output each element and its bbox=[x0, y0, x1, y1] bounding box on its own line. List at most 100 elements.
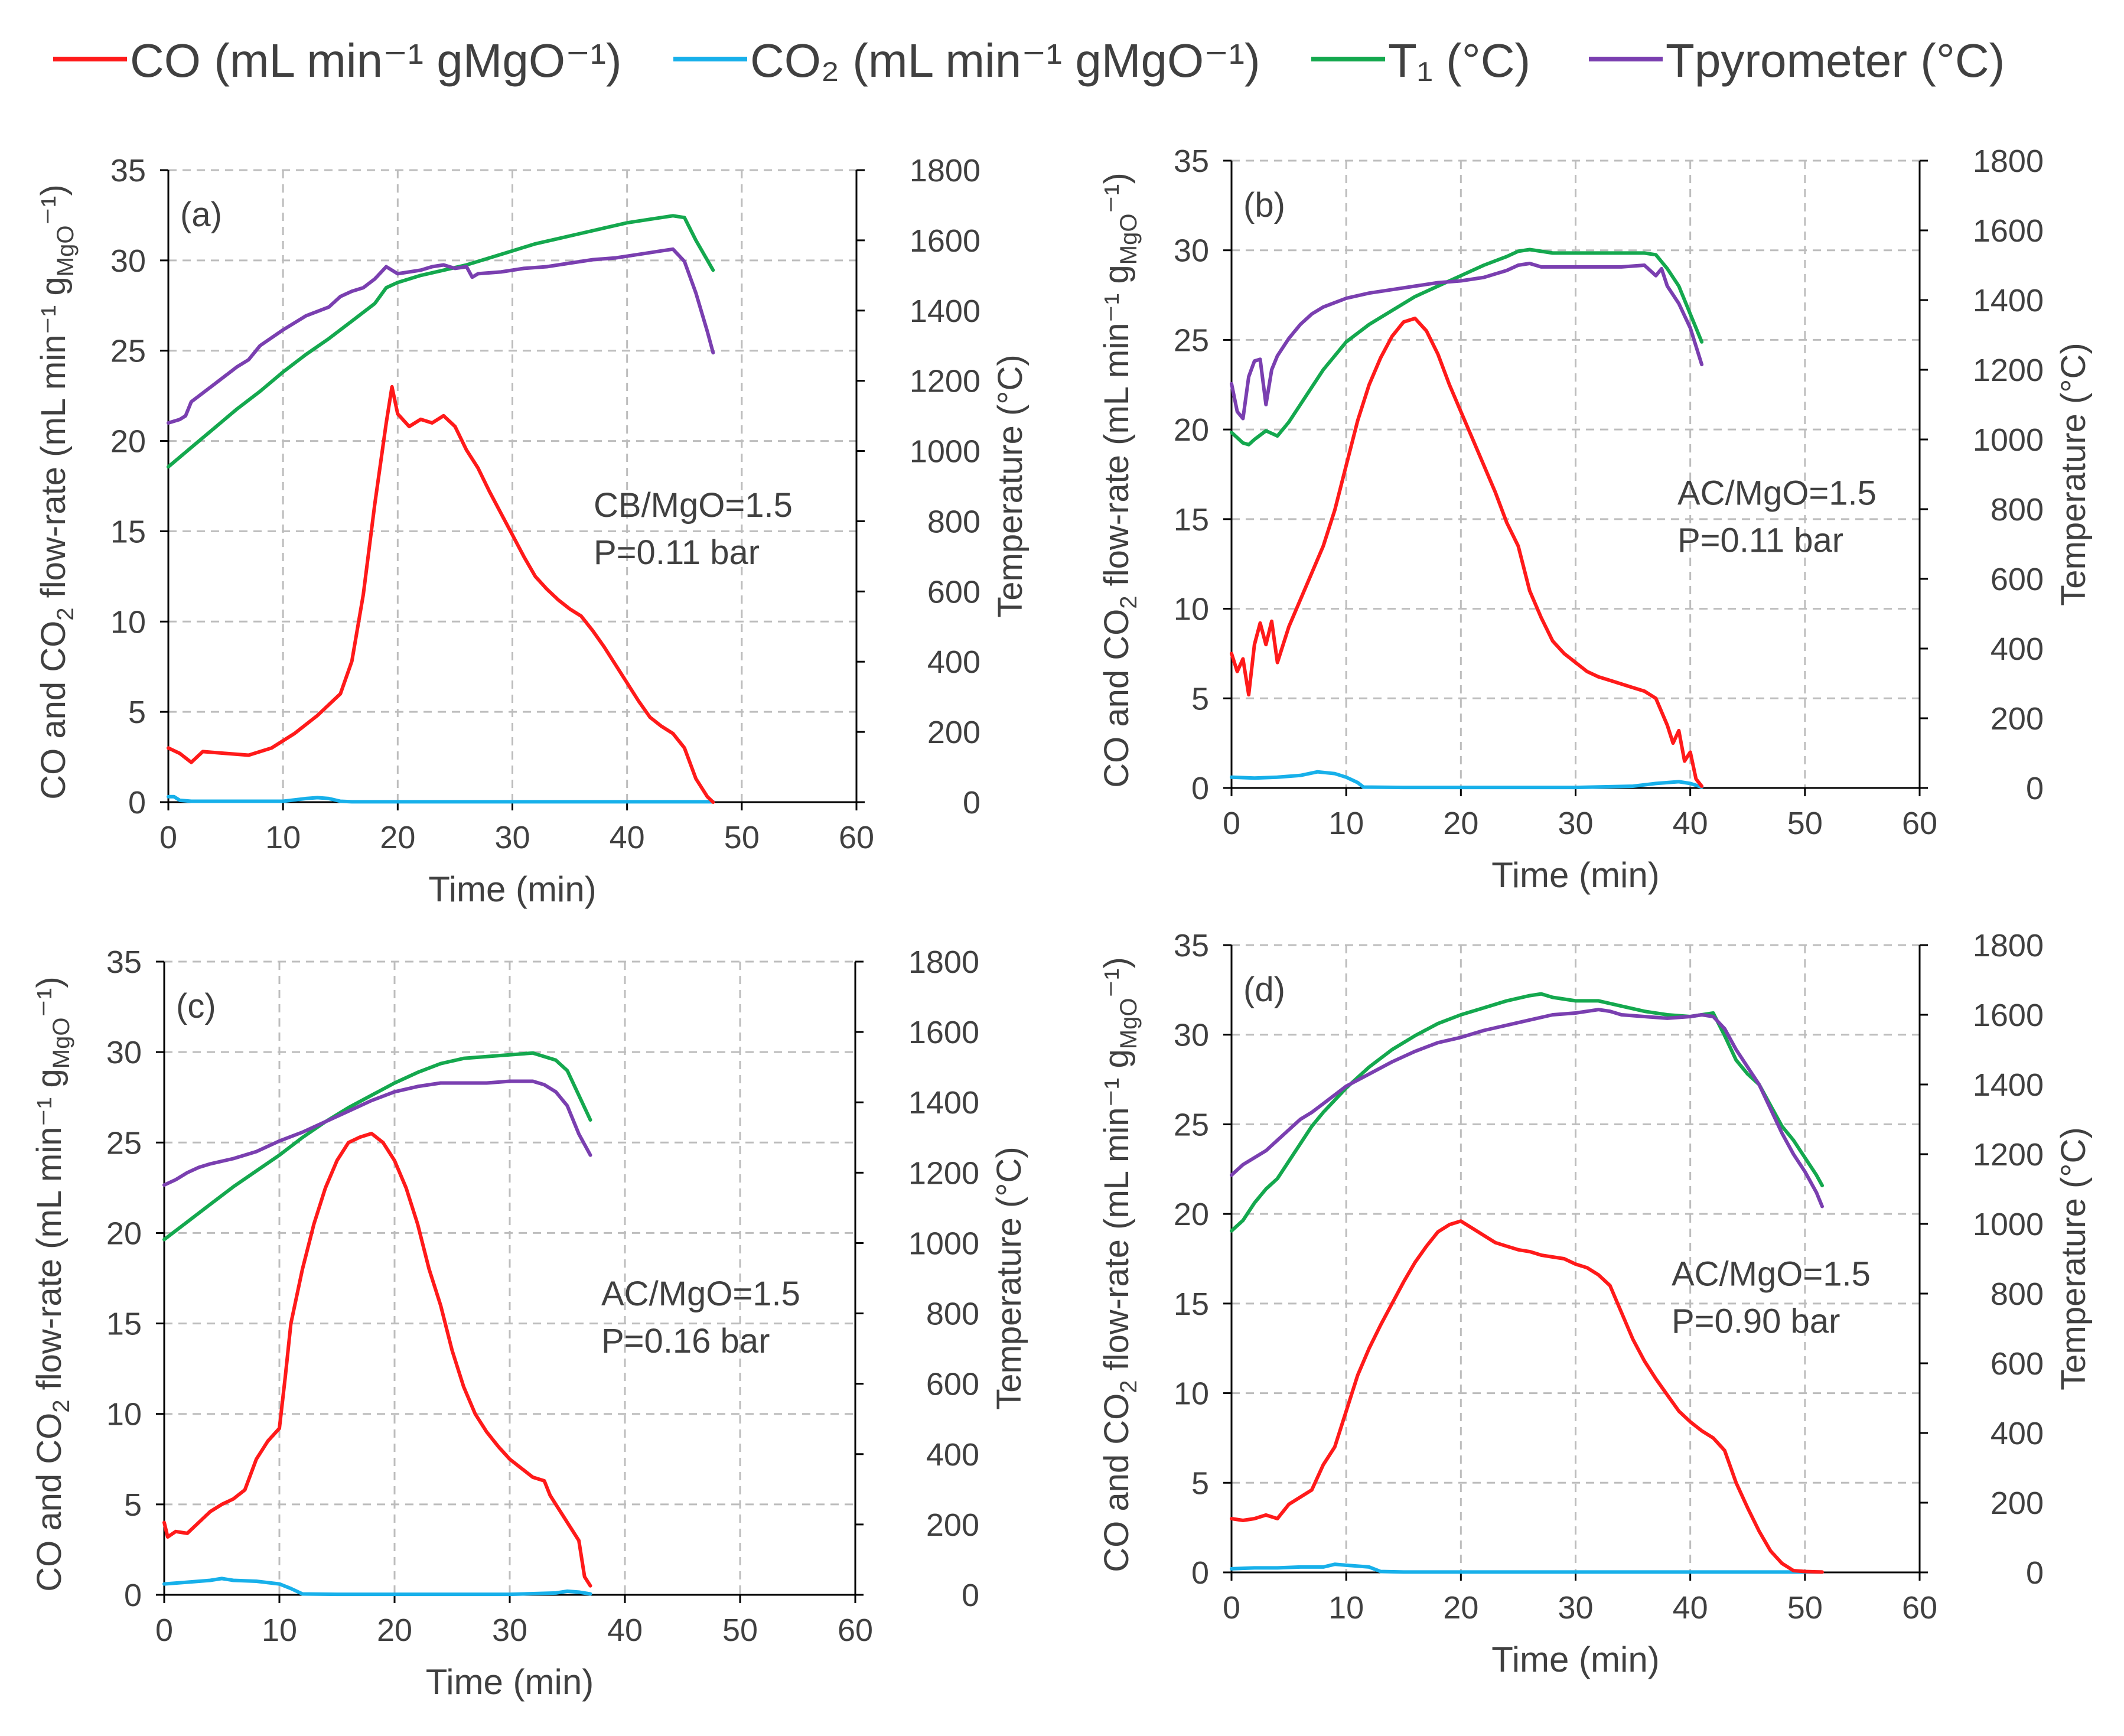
y-axis-title-part: ⁻¹) bbox=[1097, 172, 1136, 213]
y2-tick-label: 800 bbox=[926, 1297, 979, 1332]
x-tick-label: 10 bbox=[265, 820, 301, 855]
y2-tick-label: 1000 bbox=[908, 1226, 979, 1261]
y2-tick-label: 0 bbox=[962, 1578, 979, 1613]
y2-tick-label: 600 bbox=[1991, 1346, 2044, 1382]
x-tick-label: 60 bbox=[838, 1613, 873, 1648]
y2-tick-label: 1200 bbox=[1973, 1137, 2044, 1172]
x-axis-title: Time (min) bbox=[426, 1662, 594, 1702]
y-tick-label: 5 bbox=[124, 1487, 142, 1523]
y2-tick-label: 200 bbox=[927, 715, 980, 750]
condition-annotation: P=0.11 bar bbox=[1677, 522, 1843, 560]
y-axis-title: CO and CO2 flow-rate (mL min⁻¹ gMgO⁻¹) bbox=[1097, 957, 1142, 1572]
y2-tick-label: 400 bbox=[927, 644, 980, 680]
y2-tick-label: 1600 bbox=[910, 223, 980, 259]
y-axis-title-part: flow-rate (mL min⁻¹ g bbox=[1097, 265, 1136, 595]
y-axis-title-part: CO and CO bbox=[30, 1413, 69, 1592]
y-tick-label: 30 bbox=[106, 1035, 142, 1070]
series-line-t1 bbox=[1230, 247, 1704, 447]
y-tick-label: 0 bbox=[128, 785, 146, 820]
x-tick-label: 50 bbox=[1787, 806, 1823, 841]
series-line-co bbox=[162, 1132, 592, 1588]
y-tick-label: 10 bbox=[106, 1397, 142, 1432]
y-axis-title-part: MgO bbox=[1116, 998, 1142, 1050]
panel-label: (a) bbox=[180, 196, 222, 234]
y2-tick-label: 600 bbox=[927, 574, 980, 610]
y-tick-label: 35 bbox=[110, 153, 146, 188]
condition-annotation: P=0.11 bar bbox=[594, 533, 760, 572]
y-axis-title-part: flow-rate (mL min⁻¹ g bbox=[1097, 1049, 1136, 1380]
x-tick-label: 10 bbox=[1328, 1590, 1364, 1626]
y-tick-label: 15 bbox=[1174, 502, 1209, 538]
y-tick-label: 5 bbox=[1191, 681, 1209, 716]
series-line-tpyrometer bbox=[167, 247, 715, 425]
x-tick-label: 10 bbox=[262, 1613, 297, 1648]
chart-panel: 0 10 20 30 40 50 60051015202530350200400600800… bbox=[30, 944, 1028, 1702]
series-line-tpyrometer bbox=[1230, 1008, 1824, 1209]
panel-label: (b) bbox=[1243, 186, 1285, 224]
series-line-tpyrometer bbox=[1230, 262, 1704, 421]
y2-tick-label: 1000 bbox=[1973, 1207, 2044, 1242]
x-tick-label: 20 bbox=[1443, 1590, 1478, 1626]
y-axis-title-part: flow-rate (mL min⁻¹ g bbox=[34, 276, 73, 607]
condition-annotation: AC/MgO=1.5 bbox=[601, 1275, 800, 1313]
legend-label: CO₂ (mL min⁻¹ gMgO⁻¹) bbox=[750, 34, 1260, 87]
series-line-co bbox=[1230, 1219, 1824, 1574]
series-line-co bbox=[1230, 317, 1704, 788]
y2-tick-label: 400 bbox=[926, 1437, 979, 1473]
condition-annotation: AC/MgO=1.5 bbox=[1672, 1255, 1871, 1294]
legend-entry: T₁ (°C) bbox=[1311, 34, 1530, 87]
y-axis-title-part: MgO bbox=[48, 1018, 74, 1069]
y2-tick-label: 1600 bbox=[1973, 998, 2044, 1033]
y2-axis-title: Temperature (°C) bbox=[2054, 343, 2093, 605]
y-tick-label: 25 bbox=[110, 334, 146, 369]
y-tick-label: 25 bbox=[106, 1125, 142, 1161]
x-tick-label: 0 bbox=[155, 1613, 173, 1648]
y2-tick-label: 200 bbox=[1991, 701, 2044, 737]
y-tick-label: 10 bbox=[1174, 1376, 1209, 1412]
y-tick-label: 0 bbox=[1191, 771, 1209, 806]
y2-tick-label: 600 bbox=[926, 1367, 979, 1402]
x-tick-label: 60 bbox=[1902, 806, 1937, 841]
y2-tick-label: 200 bbox=[926, 1507, 979, 1543]
chart-panel: 0 10 20 30 40 50 60051015202530350200400600800… bbox=[1097, 928, 2093, 1679]
y2-tick-label: 600 bbox=[1991, 562, 2044, 597]
y-tick-label: 30 bbox=[1174, 233, 1209, 269]
legend-label: T₁ (°C) bbox=[1388, 34, 1530, 87]
legend: CO (mL min⁻¹ gMgO⁻¹) CO₂ (mL min⁻¹ gMgO⁻¹… bbox=[53, 34, 2005, 87]
y-axis-title: CO and CO2 flow-rate (mL min⁻¹ gMgO⁻¹) bbox=[1097, 172, 1142, 787]
y-axis-title-part: ⁻¹) bbox=[30, 976, 69, 1017]
y2-tick-label: 1800 bbox=[908, 944, 979, 980]
x-tick-label: 20 bbox=[1443, 806, 1478, 841]
series-line-co2 bbox=[1230, 770, 1704, 790]
y-tick-label: 0 bbox=[1191, 1555, 1209, 1591]
x-tick-label: 60 bbox=[1902, 1590, 1937, 1626]
y2-tick-label: 1400 bbox=[910, 294, 980, 329]
y2-tick-label: 1000 bbox=[1973, 422, 2044, 458]
y-axis-title-part: ⁻¹) bbox=[1097, 957, 1136, 998]
y-tick-label: 10 bbox=[1174, 592, 1209, 627]
y2-tick-label: 1000 bbox=[910, 434, 980, 470]
x-tick-label: 10 bbox=[1328, 806, 1364, 841]
y-tick-label: 25 bbox=[1174, 323, 1209, 358]
x-tick-label: 40 bbox=[610, 820, 645, 855]
y-tick-label: 10 bbox=[110, 604, 146, 640]
legend-label: CO (mL min⁻¹ gMgO⁻¹) bbox=[130, 34, 622, 87]
y2-tick-label: 800 bbox=[927, 504, 980, 539]
y2-tick-label: 1400 bbox=[908, 1085, 979, 1121]
x-tick-label: 0 bbox=[159, 820, 177, 855]
y-axis-title-part: CO and CO bbox=[1097, 609, 1136, 788]
x-tick-label: 30 bbox=[1558, 1590, 1593, 1626]
series-line-tpyrometer bbox=[162, 1079, 592, 1187]
y2-tick-label: 0 bbox=[2026, 1555, 2044, 1591]
y-tick-label: 15 bbox=[106, 1307, 142, 1342]
y2-tick-label: 1800 bbox=[910, 153, 980, 188]
y2-tick-label: 1600 bbox=[1973, 213, 2044, 249]
y-tick-label: 30 bbox=[110, 243, 146, 279]
y-axis-title-part: MgO bbox=[1116, 214, 1142, 265]
y-axis-title-part: flow-rate (mL min⁻¹ g bbox=[30, 1069, 69, 1399]
y-axis-title-part: ⁻¹) bbox=[34, 184, 73, 225]
y-tick-label: 20 bbox=[1174, 412, 1209, 448]
y-tick-label: 15 bbox=[1174, 1286, 1209, 1322]
y-tick-label: 35 bbox=[1174, 144, 1209, 179]
